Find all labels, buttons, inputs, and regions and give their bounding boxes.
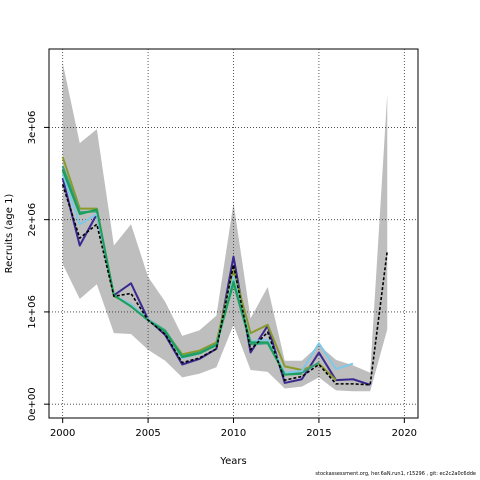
x-tick-label: 2010 [221,428,246,439]
x-tick-label: 2005 [135,428,160,439]
footer-credit: stockassessment.org, her.6aN.run1, r1529… [315,471,476,477]
y-tick-label: 0e+00 [27,387,38,421]
x-axis-label: Years [219,456,246,467]
x-tick-label: 2020 [392,428,417,439]
y-axis-label: Recruits (age 1) [4,194,15,274]
axis-layer: 2000 2005 2010 2015 2020 0e+00 1e+06 2e+06 3e+06 [27,111,417,439]
confidence-band [62,62,388,392]
x-tick-label: 2000 [50,428,75,439]
y-tick-label: 3e+06 [27,111,38,145]
series-line-0 [61,184,389,386]
series-line-5 [61,169,302,376]
confidence-band-layer [62,62,388,392]
y-tick-label: 2e+06 [27,203,38,237]
series-layer [61,156,389,386]
x-tick-label: 2015 [306,428,331,439]
y-tick-label: 1e+06 [27,295,38,329]
